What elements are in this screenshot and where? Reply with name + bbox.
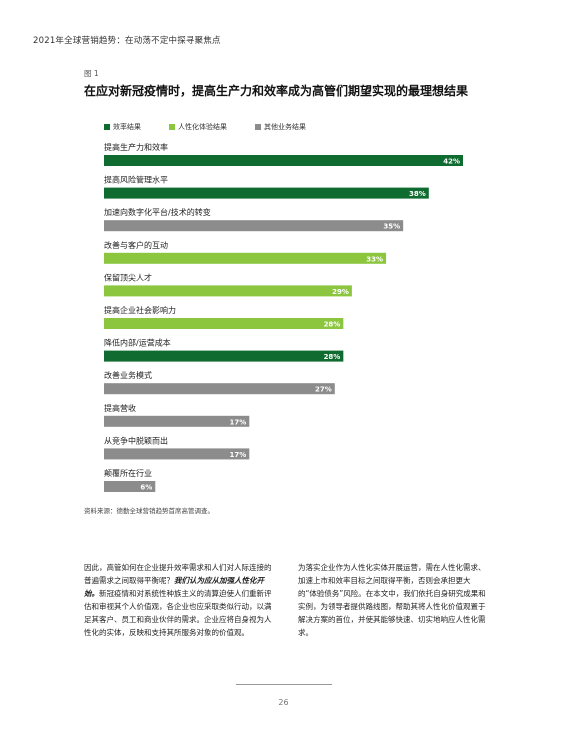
bar-value-label: 38%: [409, 190, 426, 198]
bar-efficiency: [104, 350, 344, 362]
category-label: 保留顶尖人才: [104, 272, 152, 282]
body-column-right: 为落实企业作为人性化实体开展运营，需在人性化需求、加速上市和效率目标之间取得平衡…: [298, 563, 486, 637]
running-header: 2021年全球营销趋势：在动荡不定中探寻聚焦点: [33, 36, 221, 46]
figure-title: 在应对新冠疫情时，提高生产力和效率成为高管们期望实现的最理想结果: [84, 84, 469, 98]
bar-human_experience: [104, 285, 352, 297]
bar-value-label: 33%: [366, 255, 383, 263]
legend-label-efficiency: 效率结果: [113, 123, 141, 131]
legend-swatch-efficiency: [104, 124, 110, 130]
bar-value-label: 27%: [315, 386, 332, 394]
figure-source-note: 资料来源：德勤全球营销趋势首席高管调查。: [84, 507, 214, 515]
category-label: 从竞争中脱颖而出: [104, 435, 168, 445]
bar-value-label: 42%: [443, 158, 460, 166]
legend-item-other-business: 其他业务结果: [255, 122, 306, 132]
bar-value-label: 35%: [383, 223, 400, 231]
bar-value-label: 28%: [324, 321, 341, 329]
bar-other_business: [104, 415, 250, 427]
body-column-left: 因此，高管如何在企业提升效率需求和人们对人际连接的普遍需求之间取得平衡呢？我们认…: [84, 561, 274, 639]
legend-item-efficiency: 效率结果: [104, 122, 141, 132]
bar-value-label: 29%: [332, 288, 349, 296]
bar-other_business: [104, 448, 250, 460]
category-label: 颠覆所在行业: [104, 468, 152, 478]
category-label: 提高营收: [104, 403, 136, 413]
bar-value-label: 28%: [324, 353, 341, 361]
category-label: 改善业务模式: [104, 370, 152, 380]
page-number: 26: [278, 698, 289, 707]
category-label: 提高企业社会影响力: [104, 305, 176, 315]
legend-swatch-other-business: [255, 124, 261, 130]
body-left-intro: 因此，高管如何在企业提升效率需求和人们对人际连接的普遍需求之间取得平衡呢？: [84, 563, 272, 585]
footer-divider: [236, 684, 332, 685]
category-label: 提高生产力和效率: [104, 142, 168, 152]
bar-efficiency: [104, 187, 429, 199]
bar-value-label: 17%: [230, 418, 247, 426]
bar-human_experience: [104, 252, 387, 264]
body-left-rest: 新冠疫情和对系统性种族主义的清算迫使人们重新评估和审视其个人价值观，各企业也应采…: [84, 589, 272, 637]
bar-value-label: 17%: [230, 451, 247, 459]
legend-label-other-business: 其他业务结果: [264, 123, 306, 131]
category-label: 加速向数字化平台/技术的转变: [104, 207, 211, 217]
legend-swatch-human-experience: [169, 124, 175, 130]
bar-efficiency: [104, 155, 463, 166]
category-label: 改善与客户的互动: [104, 240, 168, 250]
legend-label-human-experience: 人性化体验结果: [178, 123, 227, 131]
figure-label: 图 1: [84, 69, 99, 78]
category-label: 降低内部/运营成本: [104, 338, 171, 348]
legend-item-human-experience: 人性化体验结果: [169, 122, 227, 132]
category-label: 提高风险管理水平: [104, 175, 168, 185]
bar-other_business: [104, 481, 156, 492]
chart-legend: 效率结果 人性化体验结果 其他业务结果: [104, 122, 334, 132]
bar-value-label: 6%: [140, 484, 152, 492]
bar-other_business: [104, 220, 404, 232]
body-left-emphasis: 我们认为应从加强人性化开始。: [84, 576, 264, 598]
bar-human_experience: [104, 318, 344, 329]
bar-other_business: [104, 383, 335, 395]
